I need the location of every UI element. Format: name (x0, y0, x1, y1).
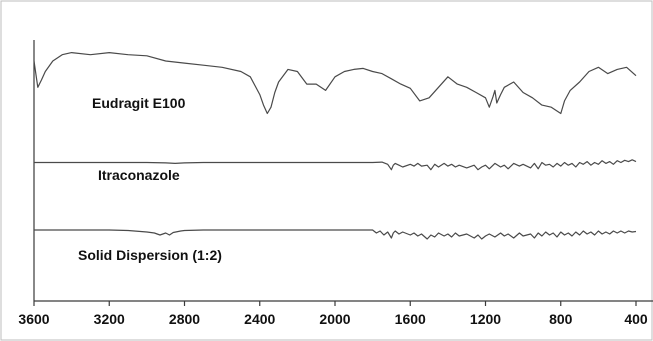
x-tick-label: 3200 (94, 311, 125, 327)
spectrum-line-0 (33, 52, 637, 115)
x-tick-label: 1600 (395, 311, 426, 327)
series-label-1: Itraconazole (98, 167, 180, 183)
x-tick-label: 2000 (319, 311, 350, 327)
x-tick-label: 3600 (18, 311, 49, 327)
series-label-2: Solid Dispersion (1:2) (78, 247, 222, 263)
x-tick-label: 2800 (169, 311, 200, 327)
x-tick-label: 400 (624, 311, 648, 327)
series-labels: Eudragit E100 Itraconazole Solid Dispersio… (78, 95, 222, 263)
spectrum-line-2 (34, 229, 637, 240)
series-label-0: Eudragit E100 (92, 95, 186, 111)
spectrum-line-1 (34, 159, 637, 171)
x-tick-label: 2400 (244, 311, 275, 327)
x-tick-label: 800 (549, 311, 573, 327)
x-tick-label: 1200 (470, 311, 501, 327)
x-axis-ticks: 3600 3200 2800 2400 2000 1600 1200 800 400 (18, 301, 648, 327)
spectra-traces (33, 52, 637, 240)
